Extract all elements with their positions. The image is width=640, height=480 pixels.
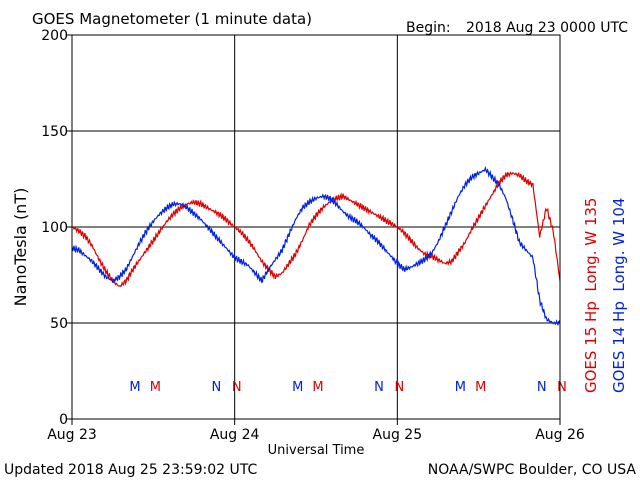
noon-marker: N [557,380,567,395]
footer-credit: NOAA/SWPC Boulder, CO USA [428,462,637,478]
y-axis-label: NanoTesla (nT) [11,188,30,307]
noon-marker: N [232,380,242,395]
x-tick-label: Aug 25 [373,427,423,443]
plot-frame [71,34,561,420]
midnight-marker: M [475,380,486,395]
x-tick-label: Aug 26 [535,427,585,443]
midnight-marker: M [312,380,323,395]
x-tick-labels: Aug 23 Aug 24 Aug 25 Aug 26 [47,427,585,443]
x-tick-label: Aug 24 [210,427,260,443]
goes15-line [71,171,561,288]
y-tick-label: 100 [41,220,68,236]
y-tick-labels: 0 50 100 150 200 [41,28,68,428]
midnight-marker: M [292,380,303,395]
grid [66,34,561,425]
noon-marker: N [537,380,547,395]
legend-goes15: GOES 15 Hp Long. W 135 [582,198,600,393]
midnight-marker: M [455,380,466,395]
midnight-marker: M [129,380,140,395]
y-tick-label: 50 [50,316,68,332]
noon-marker: N [394,380,404,395]
y-tick-label: 0 [59,412,68,428]
noon-marker: N [211,380,221,395]
chart-title: GOES Magnetometer (1 minute data) [32,10,312,28]
noon-marker: N [374,380,384,395]
y-tick-label: 200 [41,28,68,44]
x-tick-label: Aug 23 [47,427,97,443]
begin-label: Begin: [406,20,451,36]
footer-updated: Updated 2018 Aug 25 23:59:02 UTC [4,462,257,478]
begin-value: 2018 Aug 23 0000 UTC [466,20,628,36]
legend-goes14: GOES 14 Hp Long. W 104 [610,198,628,393]
goes14-line [71,165,561,326]
series-lines [71,165,561,326]
y-tick-label: 150 [41,124,68,140]
x-axis-label: Universal Time [268,443,365,458]
midnight-marker: M [150,380,161,395]
